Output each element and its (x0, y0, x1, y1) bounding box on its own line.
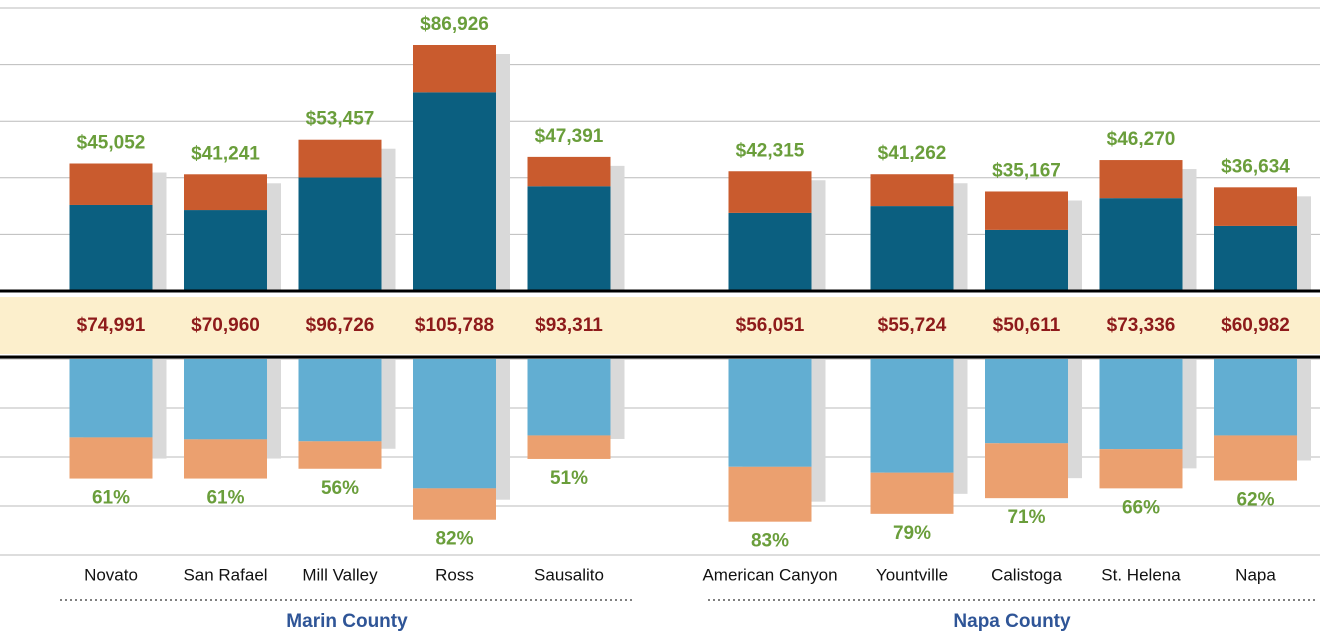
bar-segment (298, 177, 382, 291)
bar-segment (1099, 359, 1183, 450)
bar-segment (413, 488, 496, 520)
data-label: 51% (550, 468, 588, 489)
band-label: $73,336 (1107, 315, 1176, 336)
bar-segment (870, 174, 954, 207)
data-label: $36,634 (1221, 156, 1290, 177)
x-tick-label: Mill Valley (302, 565, 378, 584)
bar-segment (69, 437, 153, 479)
x-tick-label: American Canyon (702, 565, 837, 584)
bar-segment (413, 92, 496, 291)
bar-segment (728, 359, 812, 467)
bar-segment (1099, 160, 1183, 199)
data-label: $47,391 (535, 126, 604, 147)
data-label: $86,926 (420, 14, 489, 35)
band-label: $96,726 (306, 315, 375, 336)
data-label: $42,315 (736, 140, 805, 161)
data-label: 61% (92, 488, 130, 509)
bar-segment (1214, 187, 1297, 226)
bar-segment (527, 156, 611, 187)
data-label: $45,052 (77, 133, 146, 154)
bar-segment (69, 204, 153, 291)
bar-segment (1214, 359, 1297, 436)
band-label: $60,982 (1221, 315, 1290, 336)
x-tick-label: Ross (435, 565, 474, 584)
bar-segment (1099, 198, 1183, 291)
data-label: $35,167 (992, 160, 1061, 181)
bar-segment (985, 229, 1068, 291)
bar-segment (728, 212, 812, 291)
data-label: 66% (1122, 497, 1160, 518)
x-tick-label: St. Helena (1101, 565, 1181, 584)
band-label: $105,788 (415, 315, 494, 336)
x-tick-label: Novato (84, 565, 138, 584)
data-label: 82% (435, 529, 473, 550)
data-label: $53,457 (306, 109, 375, 130)
data-label: 62% (1236, 490, 1274, 511)
bar-segment (184, 174, 267, 211)
bar-segment (527, 359, 611, 436)
bar-segment (870, 472, 954, 514)
bar-segment (728, 466, 812, 522)
band-label: $50,611 (993, 315, 1061, 336)
data-label: $41,262 (878, 143, 947, 164)
x-tick-label: Yountville (876, 565, 948, 584)
group-label: Marin County (286, 611, 408, 632)
data-label: 83% (751, 531, 789, 552)
bar-segment (69, 359, 153, 438)
bar-segment (413, 359, 496, 489)
x-tick-label: Napa (1235, 565, 1276, 584)
data-label: 71% (1007, 507, 1045, 528)
bar-segment (184, 439, 267, 479)
bar-segment (184, 210, 267, 291)
bar-segment (184, 359, 267, 440)
bar-segment (870, 359, 954, 473)
bar-segment (1214, 435, 1297, 481)
bar-segment (527, 186, 611, 291)
x-tick-label: San Rafael (183, 565, 267, 584)
bar-segment (870, 206, 954, 291)
bar-segment (413, 44, 496, 93)
bar-segment (728, 171, 812, 213)
bar-segment (298, 441, 382, 469)
group-label: Napa County (953, 611, 1071, 632)
bar-segment (985, 443, 1068, 499)
bar-segment (298, 139, 382, 178)
bar-segment (1099, 449, 1183, 489)
data-label: 61% (206, 488, 244, 509)
bar-segment (1214, 225, 1297, 291)
band-label: $56,051 (736, 315, 805, 336)
data-label: $46,270 (1107, 129, 1176, 150)
bar-segment (985, 359, 1068, 444)
band-label: $70,960 (191, 315, 260, 336)
data-label: 56% (321, 478, 359, 499)
bar-segment (985, 191, 1068, 230)
band-label: $74,991 (77, 315, 146, 336)
bar-segment (527, 435, 611, 459)
band-label: $55,724 (878, 315, 947, 336)
bar-segment (69, 163, 153, 205)
data-label: 79% (893, 523, 931, 544)
x-tick-label: Calistoga (991, 565, 1062, 584)
band (0, 297, 1320, 354)
band-label: $93,311 (535, 315, 603, 336)
data-label: $41,241 (191, 143, 260, 164)
x-tick-label: Sausalito (534, 565, 604, 584)
bar-segment (298, 359, 382, 442)
